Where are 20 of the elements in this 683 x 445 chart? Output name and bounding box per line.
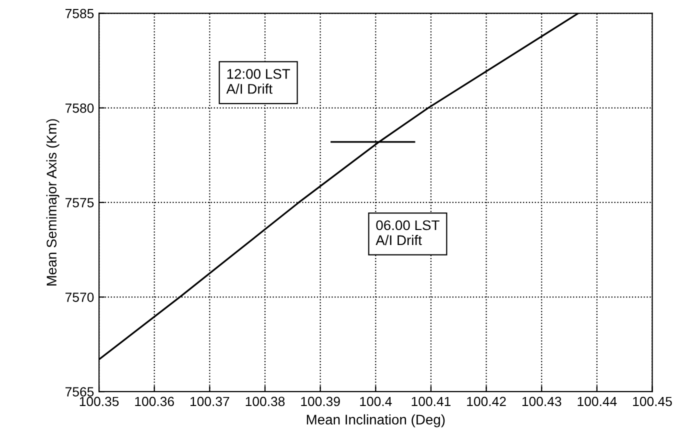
y-tick-label: 7565 <box>66 387 94 397</box>
annotation: 12:00 LST A/I Drift <box>226 69 290 94</box>
x-tick-label: 100.39 <box>301 396 340 406</box>
x-tick-label: 100.38 <box>246 396 285 406</box>
x-tick-label: 100.36 <box>135 396 174 406</box>
x-tick-label: 100.37 <box>190 396 230 406</box>
y-tick-label: 7575 <box>66 198 94 208</box>
y-tick-label: 7570 <box>66 292 94 302</box>
x-tick-label: 100.4 <box>360 396 392 406</box>
x-tick-label: 100.41 <box>412 396 451 406</box>
x-tick-label: 100.45 <box>633 396 672 406</box>
annotation: 06.00 LST A/I Drift <box>376 220 440 246</box>
x-tick-label: 100.43 <box>522 396 562 406</box>
x-tick-label: 100.42 <box>467 396 506 406</box>
y-tick-label: 7580 <box>66 103 94 113</box>
x-axis-title: Mean Inclination (Deg) <box>306 414 445 428</box>
y-axis-title: Mean Semimajor Axis (Km) <box>46 119 60 286</box>
x-tick-label: 100.44 <box>578 396 617 406</box>
y-tick-label: 7585 <box>66 8 94 18</box>
x-tick-label: 100.35 <box>80 396 119 406</box>
